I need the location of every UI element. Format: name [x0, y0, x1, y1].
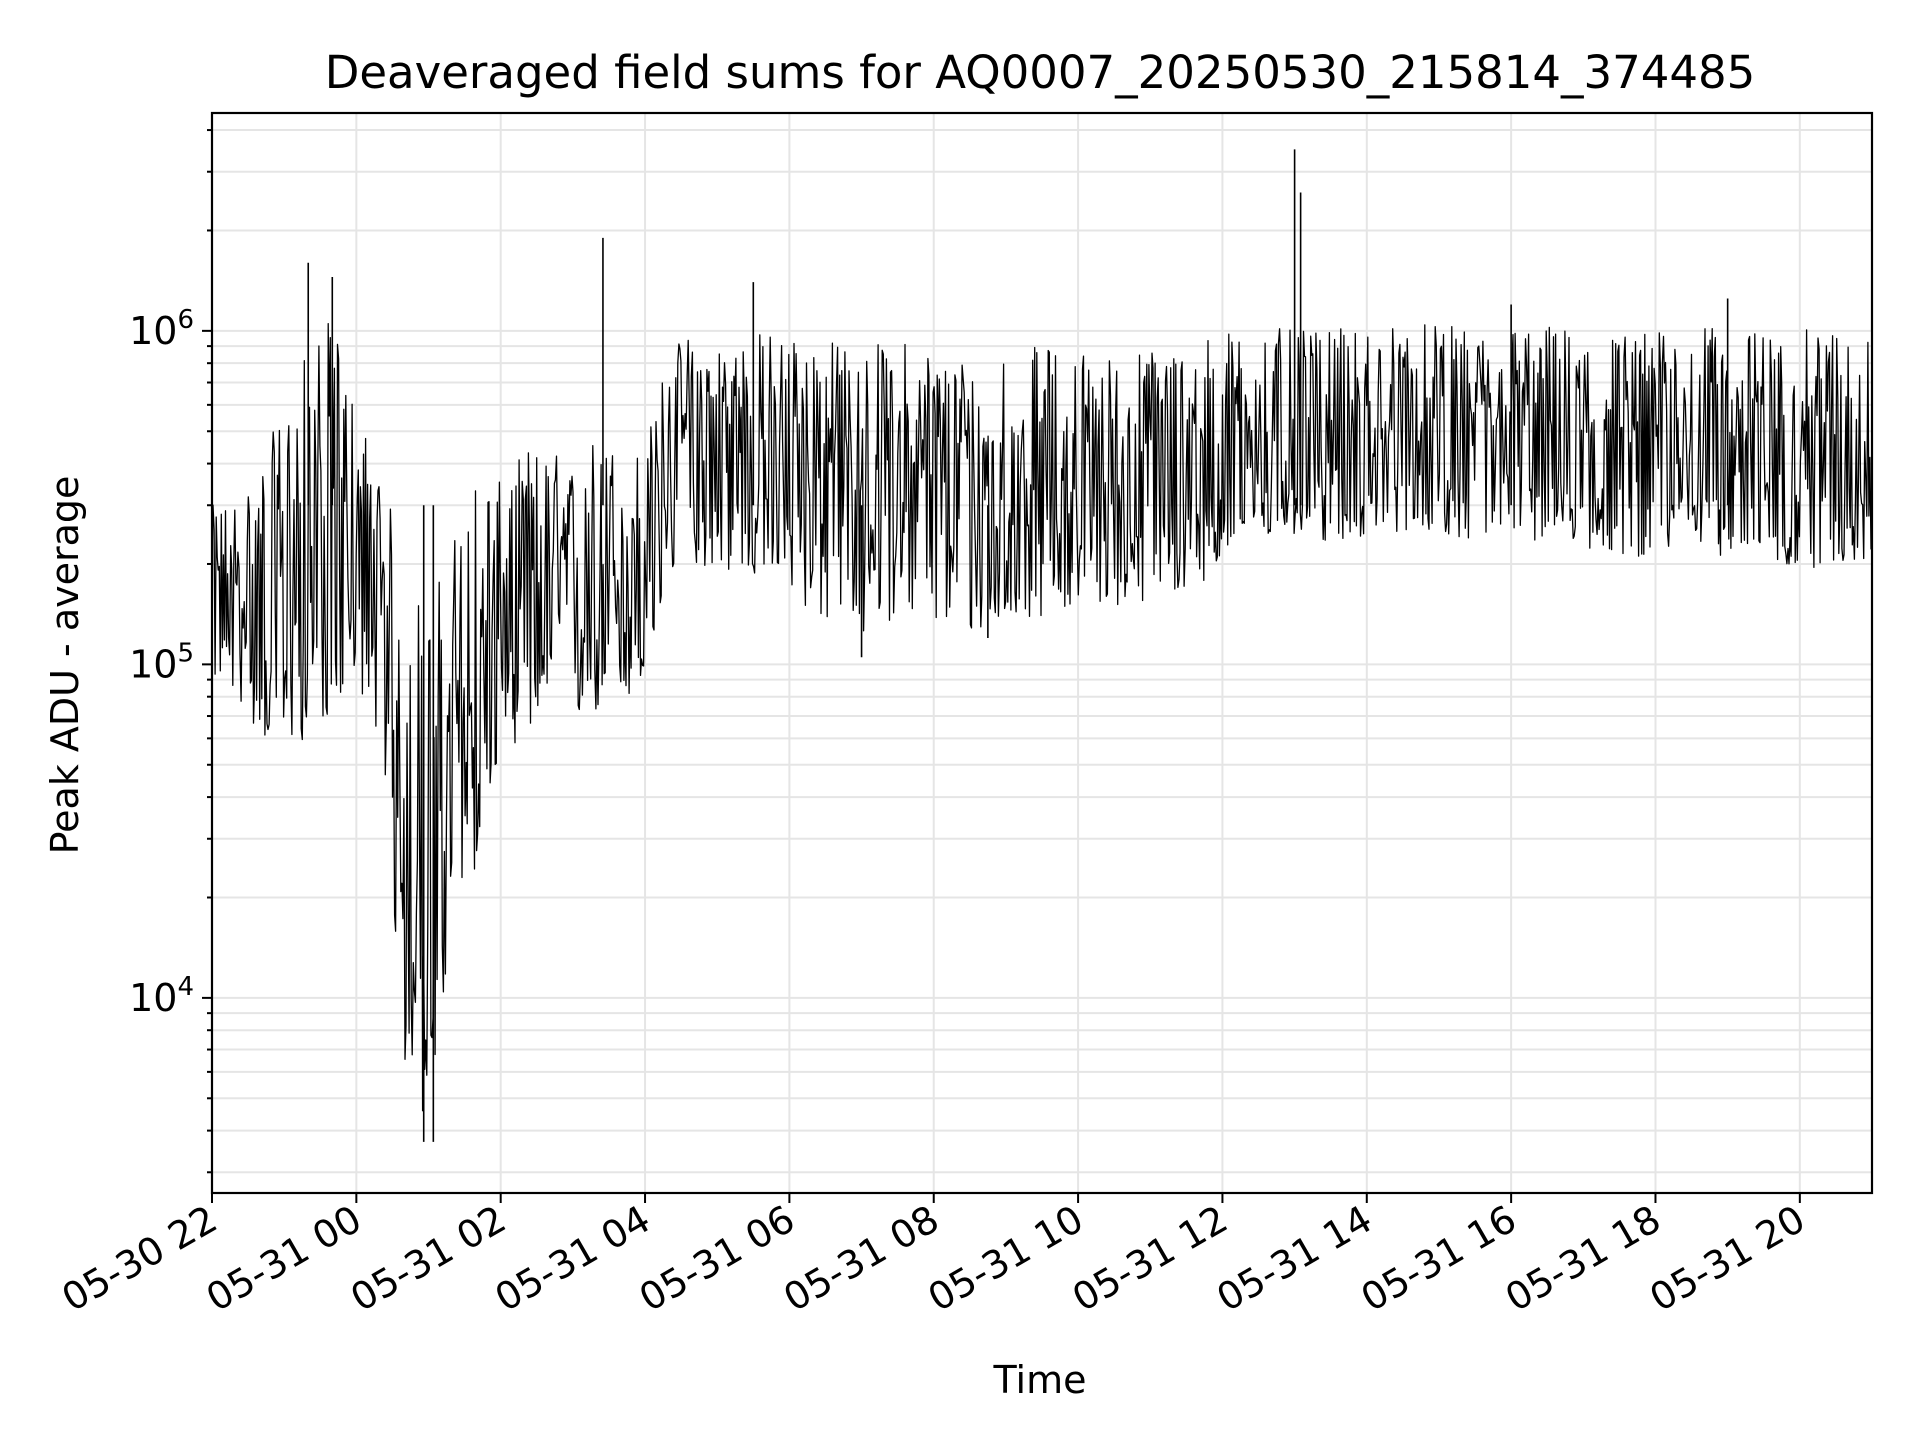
- x-tick-label: 05-31 04: [488, 1197, 658, 1321]
- x-tick-label: 05-31 12: [1065, 1197, 1235, 1321]
- x-tick-label: 05-31 02: [343, 1197, 513, 1321]
- y-tick-label: 105: [129, 638, 194, 686]
- x-tick-label: 05-31 10: [921, 1197, 1091, 1321]
- series-line: [211, 149, 1873, 1142]
- y-axis: 104 105 106: [129, 129, 212, 1174]
- y-axis-label: Peak ADU - average: [43, 476, 87, 855]
- x-tick-label: 05-31 06: [632, 1197, 802, 1321]
- y-tick-label: 104: [129, 972, 194, 1020]
- grid: [211, 113, 1872, 1193]
- plot-frame: [210, 111, 1874, 1195]
- x-tick-label: 05-31 16: [1354, 1197, 1524, 1321]
- x-tick-label: 05-31 00: [199, 1197, 369, 1321]
- data-line: [211, 322, 1873, 1112]
- x-tick-label: 05-31 14: [1209, 1197, 1379, 1321]
- x-tick-label: 05-31 08: [776, 1197, 946, 1321]
- x-tick-label: 05-31 20: [1642, 1197, 1812, 1321]
- x-tick-label: 05-31 18: [1498, 1197, 1668, 1321]
- y-tick-label: 106: [129, 305, 194, 353]
- chart-title: Deaveraged field sums for AQ0007_2025053…: [325, 46, 1756, 99]
- x-tick-label: 05-30 22: [55, 1197, 225, 1321]
- x-axis-label: Time: [993, 1358, 1087, 1402]
